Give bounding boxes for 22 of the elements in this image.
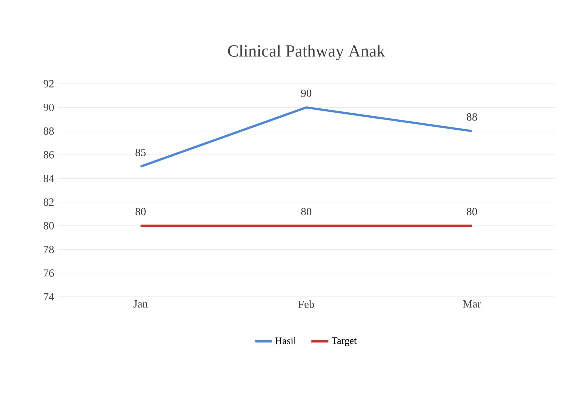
data-label: 85 <box>136 148 146 156</box>
y-tick-label: 86 <box>44 151 54 159</box>
y-tick-label: 82 <box>44 198 54 206</box>
x-tick-label: Jan <box>134 300 148 308</box>
y-tick-label: 76 <box>44 270 54 278</box>
data-label: 90 <box>301 90 312 98</box>
x-tick-label: Feb <box>298 300 314 308</box>
y-tick-label: 90 <box>44 104 54 112</box>
y-tick-label: 92 <box>44 80 54 88</box>
data-label: 80 <box>467 208 478 216</box>
y-tick-label: 74 <box>44 293 54 301</box>
y-tick-label: 88 <box>44 128 54 136</box>
y-tick-label: 80 <box>44 222 54 230</box>
legend-label: Hasil <box>276 337 296 344</box>
data-label: 80 <box>301 208 312 216</box>
chart-title: Clinical Pathway Anak <box>228 45 386 60</box>
x-tick-label: Mar <box>463 300 482 308</box>
legend-label: Target <box>332 338 357 346</box>
y-tick-label: 84 <box>44 174 54 182</box>
data-label: 80 <box>136 208 146 216</box>
y-tick-label: 78 <box>44 246 54 254</box>
data-label: 88 <box>467 113 478 121</box>
